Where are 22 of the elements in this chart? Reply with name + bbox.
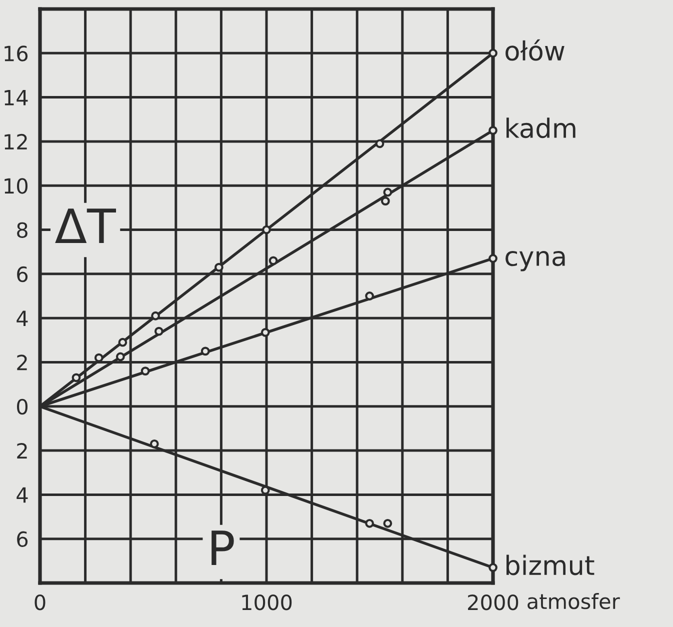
y-tick-label: 8 [17, 222, 28, 238]
y-tick-label: 6 [17, 266, 28, 282]
series-label: ołów [506, 39, 564, 61]
text: atmosfer [528, 593, 620, 610]
y-tick-label: 2 [17, 442, 27, 458]
y-tick-label: 10 [4, 178, 28, 194]
series-label: cyna [506, 250, 565, 272]
x-tick-label: 0 [34, 594, 46, 610]
y-tick-label: 4 [16, 310, 28, 326]
y-tick-label: 4 [16, 487, 28, 503]
y-tick-label: 16 [4, 46, 28, 62]
y-tick-label: 12 [4, 134, 27, 150]
series-label: kadm [506, 118, 576, 138]
x-tick-label: 2000 [468, 594, 518, 610]
series-label: bizmut [506, 554, 594, 576]
y-tick-label: 2 [17, 354, 27, 370]
y-axis-title: ΔT [55, 208, 116, 244]
x-tick-label: 1000 [242, 594, 292, 610]
x-axis-title: P [212, 530, 234, 566]
y-tick-label: 0 [17, 398, 28, 415]
y-tick-label: 14 [4, 90, 28, 106]
y-tick-label: 6 [17, 531, 28, 548]
